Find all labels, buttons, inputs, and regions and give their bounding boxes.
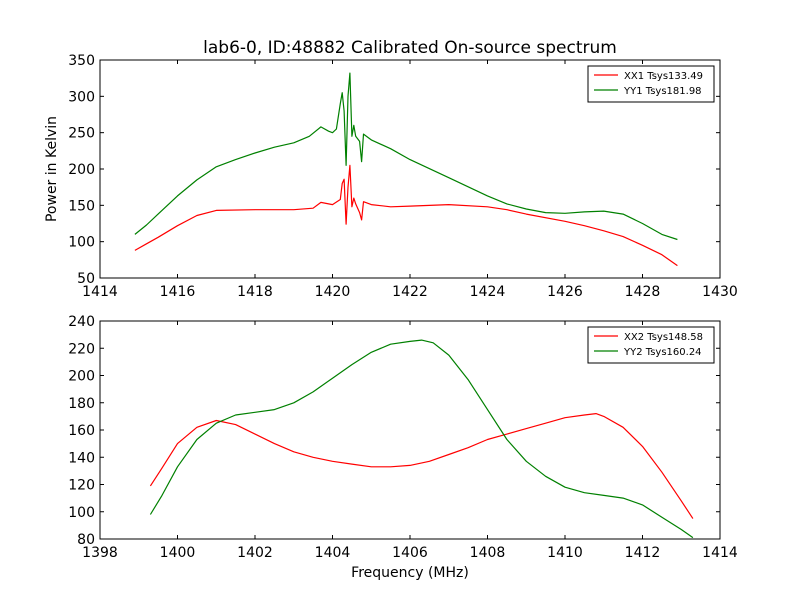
x-tick-label: 1406 bbox=[392, 545, 428, 561]
series-line-1 bbox=[134, 164, 678, 267]
chart-panels: 1414 1416 1418 1420 1422 1424 1426 1428 1430 50 10… bbox=[44, 53, 738, 581]
figure-title: lab6-0, ID:48882 Calibrated On-source sp… bbox=[203, 38, 617, 58]
x-tick-label: 1402 bbox=[237, 545, 273, 561]
y-tick-label: 50 bbox=[77, 271, 95, 287]
x-tick-label: 1410 bbox=[547, 545, 583, 561]
series-line-2 bbox=[134, 72, 678, 241]
legend-label: YY1 Tsys181.98 bbox=[623, 86, 702, 97]
y-tick-label: 150 bbox=[68, 198, 95, 214]
y-tick-label: 180 bbox=[68, 396, 95, 412]
x-axis-label: Frequency (MHz) bbox=[351, 565, 469, 581]
legend: XX2 Tsys148.58 YY2 Tsys160.24 bbox=[587, 326, 715, 364]
legend-box bbox=[587, 65, 715, 103]
series-line-2 bbox=[149, 339, 694, 539]
y-tick-label: 200 bbox=[68, 162, 95, 178]
x-tick-label: 1418 bbox=[237, 284, 273, 300]
y-tick-label: 200 bbox=[68, 369, 95, 385]
y-axis-label: Power in Kelvin bbox=[44, 116, 60, 222]
x-tick-label: 1400 bbox=[160, 545, 196, 561]
x-tick-label: 1426 bbox=[547, 284, 583, 300]
y-tick-label: 220 bbox=[68, 341, 95, 357]
chart-panel-1: 1414 1416 1418 1420 1422 1424 1426 1428 1430 50 10… bbox=[44, 53, 738, 300]
y-tick-label: 350 bbox=[68, 53, 95, 69]
x-tick-label: 1414 bbox=[702, 545, 738, 561]
chart-panel-2: 1398 1400 1402 1404 1406 1408 1410 1412 1414 80 10… bbox=[68, 314, 738, 581]
y-tick-label: 140 bbox=[68, 450, 95, 466]
legend-label: XX2 Tsys148.58 bbox=[624, 332, 703, 343]
x-tick-label: 1424 bbox=[470, 284, 506, 300]
y-tick-label: 120 bbox=[68, 478, 95, 494]
x-tick-label: 1430 bbox=[702, 284, 738, 300]
y-tick-label: 100 bbox=[68, 505, 95, 521]
legend-box bbox=[587, 326, 715, 364]
legend-label: YY2 Tsys160.24 bbox=[623, 347, 702, 358]
legend: XX1 Tsys133.49 YY1 Tsys181.98 bbox=[587, 65, 715, 103]
x-tick-label: 1420 bbox=[315, 284, 351, 300]
y-tick-label: 250 bbox=[68, 126, 95, 142]
x-tick-label: 1412 bbox=[625, 545, 661, 561]
y-tick-label: 80 bbox=[77, 532, 95, 548]
x-tick-label: 1428 bbox=[625, 284, 661, 300]
y-tick-label: 300 bbox=[68, 89, 95, 105]
x-tick-label: 1422 bbox=[392, 284, 428, 300]
x-tick-label: 1408 bbox=[470, 545, 506, 561]
y-tick-label: 100 bbox=[68, 235, 95, 251]
x-tick-label: 1404 bbox=[315, 545, 351, 561]
x-tick-label: 1414 bbox=[82, 284, 118, 300]
x-tick-label: 1398 bbox=[82, 545, 118, 561]
x-tick-label: 1416 bbox=[160, 284, 196, 300]
y-tick-label: 160 bbox=[68, 423, 95, 439]
series-line-1 bbox=[149, 413, 694, 519]
legend-label: XX1 Tsys133.49 bbox=[624, 71, 703, 82]
y-tick-label: 240 bbox=[68, 314, 95, 330]
